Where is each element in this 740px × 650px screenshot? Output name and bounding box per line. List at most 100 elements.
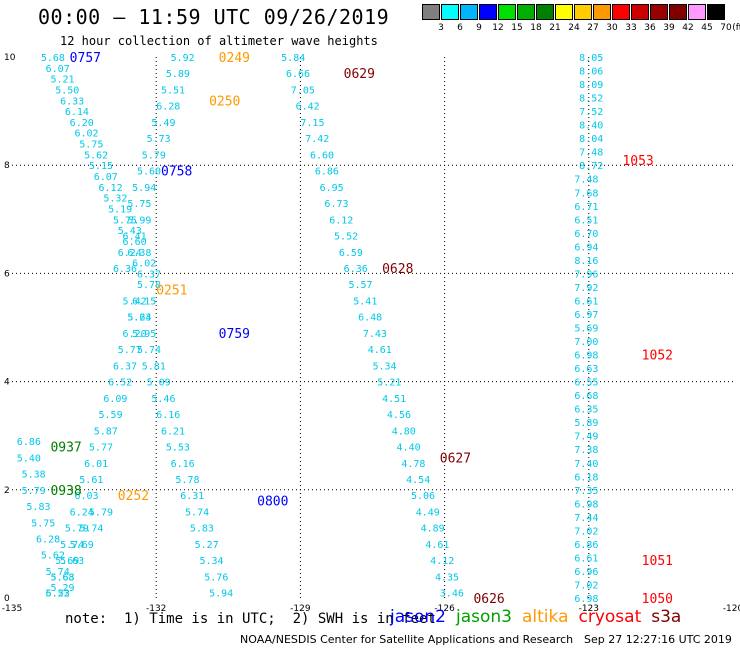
wave-height-value: 5.57 bbox=[348, 280, 372, 291]
pass-time-label: 0937 bbox=[50, 441, 81, 456]
wave-height-value: 7.92 bbox=[574, 283, 598, 294]
wave-height-value: 8.04 bbox=[579, 134, 603, 145]
pass-time-label: 0759 bbox=[219, 327, 250, 342]
wave-height-value: 6.66 bbox=[286, 69, 310, 80]
wave-height-value: 5.75 bbox=[31, 518, 55, 529]
satellite-altika: altika bbox=[522, 607, 569, 627]
wave-height-value: 6.07 bbox=[94, 172, 118, 183]
x-tick-label: -129 bbox=[290, 604, 311, 614]
page-subtitle: 12 hour collection of altimeter wave hei… bbox=[60, 34, 378, 48]
legend-swatch bbox=[631, 4, 649, 20]
points-layer: 5.686.075.215.506.336.146.206.025.755.62… bbox=[17, 53, 603, 605]
generated-timestamp: Sep 27 12:27:16 UTC 2019 bbox=[584, 633, 732, 646]
wave-height-value: 5.62 bbox=[41, 551, 65, 562]
wave-height-value: 6.20 bbox=[123, 329, 147, 340]
wave-height-value: 6.28 bbox=[156, 102, 180, 113]
wave-height-value: 5.79 bbox=[22, 486, 46, 497]
wave-height-value: 5.51 bbox=[161, 85, 185, 96]
wave-height-value: 6.09 bbox=[103, 394, 127, 405]
wave-height-value: 5.77 bbox=[89, 443, 113, 454]
wave-height-value: 5.78 bbox=[137, 280, 161, 291]
wave-height-value: 7.05 bbox=[291, 85, 315, 96]
wave-height-value: 6.37 bbox=[137, 269, 161, 280]
wave-height-value: 7.00 bbox=[574, 337, 598, 348]
wave-height-value: 4.35 bbox=[435, 572, 459, 583]
wave-height-value: 5.63 bbox=[127, 313, 151, 324]
pass-time-label: 0628 bbox=[382, 262, 413, 277]
wave-height-value: 5.09 bbox=[147, 378, 171, 389]
pass-time-label: 1053 bbox=[622, 154, 653, 169]
wave-height-value: 5.61 bbox=[79, 475, 103, 486]
y-tick-label: 10 bbox=[4, 53, 16, 63]
wave-height-value: 6.37 bbox=[113, 361, 137, 372]
wave-height-value: 5.75 bbox=[127, 199, 151, 210]
legend-swatch bbox=[688, 4, 706, 20]
wave-height-value: 5.34 bbox=[373, 361, 397, 372]
wave-height-value: 5.69 bbox=[55, 556, 79, 567]
legend-label: 9 bbox=[476, 23, 482, 33]
satellite-legend: jason2 jason3 altika cryosat s3a bbox=[390, 607, 691, 627]
wave-height-value: 5.83 bbox=[26, 502, 50, 513]
wave-height-value: 5.24 bbox=[127, 313, 151, 324]
wave-height-value: 6.01 bbox=[84, 459, 108, 470]
wave-height-value: 4.80 bbox=[392, 426, 416, 437]
y-tick-label: 0 bbox=[4, 594, 10, 604]
legend-label: 27 bbox=[587, 23, 599, 33]
pass-time-label: 0757 bbox=[70, 51, 101, 66]
legend-swatch bbox=[441, 4, 459, 20]
wave-height-value: 6.02 bbox=[132, 259, 156, 270]
wave-height-value: 5.49 bbox=[151, 118, 175, 129]
wave-height-value: 5.50 bbox=[55, 85, 79, 96]
legend-swatch bbox=[707, 4, 725, 20]
wave-height-value: 6.68 bbox=[574, 391, 598, 402]
legend-swatch bbox=[422, 4, 440, 20]
wave-height-value: 6.41 bbox=[123, 232, 147, 243]
wave-height-value: 7.44 bbox=[574, 513, 598, 524]
axis-layer: -135 -132 -129 -126 -123 -120 0 2 4 6 8 10 bbox=[2, 53, 740, 614]
pass-time-label: 0629 bbox=[344, 67, 375, 82]
wave-height-value: 6.73 bbox=[324, 199, 348, 210]
wave-height-value: 6.20 bbox=[70, 118, 94, 129]
wave-height-value: 5.59 bbox=[99, 410, 123, 421]
satellite-cryosat: cryosat bbox=[578, 607, 642, 627]
wave-height-value: 6.95 bbox=[320, 183, 344, 194]
y-tick-label: 8 bbox=[4, 161, 10, 171]
pass-time-label: 0800 bbox=[257, 495, 288, 510]
wave-height-value: 6.23 bbox=[46, 589, 70, 600]
wave-height-value: 6.03 bbox=[74, 491, 98, 502]
wave-height-value: 5.94 bbox=[209, 589, 233, 600]
wave-height-value: 5.79 bbox=[89, 507, 113, 518]
wave-height-value: 6.21 bbox=[161, 426, 185, 437]
wave-height-value: 5.75 bbox=[79, 140, 103, 151]
satellite-jason3: jason3 bbox=[456, 607, 512, 627]
wave-height-value: 7.48 bbox=[579, 148, 603, 159]
wave-height-value: 5.75 bbox=[113, 215, 137, 226]
wave-height-value: 5.74 bbox=[46, 567, 70, 578]
wave-height-value: 5.52 bbox=[46, 589, 70, 600]
legend-swatch bbox=[650, 4, 668, 20]
y-tick-label: 4 bbox=[4, 378, 10, 388]
x-tick-label: -120 bbox=[723, 604, 740, 614]
wave-height-value: 6.97 bbox=[574, 310, 598, 321]
wave-height-value: 5.74 bbox=[79, 524, 103, 535]
pass-time-label: 1051 bbox=[642, 554, 673, 569]
wave-height-value: 6.63 bbox=[574, 364, 598, 375]
legend-label: 12 bbox=[492, 23, 504, 33]
wave-height-value: 5.62 bbox=[84, 150, 108, 161]
wave-height-value: 6.86 bbox=[17, 437, 41, 448]
wave-height-value: 6.33 bbox=[60, 96, 84, 107]
wave-height-value: 4.61 bbox=[368, 345, 392, 356]
legend-swatch bbox=[669, 4, 687, 20]
legend-label: 6 bbox=[457, 23, 463, 33]
wave-height-value: 5.79 bbox=[142, 150, 166, 161]
wave-height-value: 6.61 bbox=[574, 296, 598, 307]
wave-height-value: 4.12 bbox=[430, 556, 454, 567]
satellite-jason2: jason2 bbox=[390, 607, 446, 627]
wave-height-value: 4.40 bbox=[397, 443, 421, 454]
satellite-s3a: s3a bbox=[651, 607, 682, 627]
wave-height-value: 4.49 bbox=[416, 507, 440, 518]
wave-height-value: 6.55 bbox=[574, 378, 598, 389]
wave-height-value: 5.95 bbox=[132, 329, 156, 340]
legend-label: 42 bbox=[682, 23, 694, 33]
